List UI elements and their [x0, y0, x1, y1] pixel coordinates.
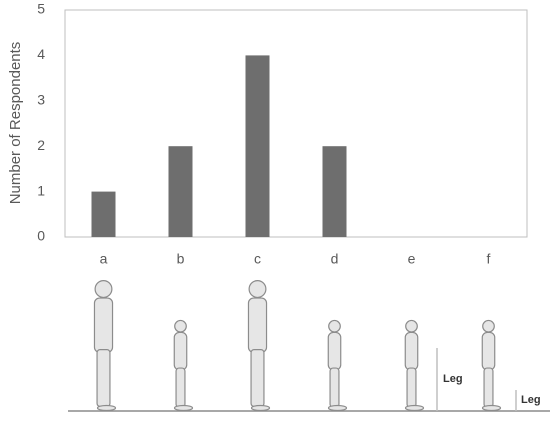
x-tick-label: a: [100, 251, 108, 267]
bar: [168, 146, 193, 237]
x-tick-label: f: [487, 251, 491, 267]
y-tick-label: 0: [37, 228, 45, 244]
bar: [91, 191, 116, 237]
figure-body: [481, 331, 496, 371]
y-tick-label: 3: [37, 92, 45, 108]
human-figure: [173, 319, 194, 412]
figure-body: [404, 331, 419, 371]
figure-legs: [175, 367, 186, 408]
human-figure: [93, 280, 117, 412]
figure-legs: [250, 349, 265, 408]
y-axis-label: Number of Respondents: [7, 42, 24, 205]
figure-head: [248, 280, 267, 299]
figure-feet: [250, 404, 271, 412]
y-tick-label: 2: [37, 137, 45, 153]
figure-head: [482, 319, 495, 333]
plot-frame: [64, 9, 528, 238]
y-tick-label: 1: [37, 182, 45, 198]
human-figure: [247, 280, 271, 412]
annotation: Leg: [521, 394, 541, 406]
figure-body: [93, 297, 114, 353]
figure-feet: [96, 404, 117, 412]
figure-body: [247, 297, 268, 353]
annotation: Leg: [443, 373, 463, 385]
figure-feet: [404, 404, 425, 412]
y-tick-label: 4: [37, 46, 45, 62]
figure-feet: [481, 404, 502, 412]
figure-body: [173, 331, 188, 371]
bar: [322, 146, 347, 237]
figure-legs: [483, 367, 494, 408]
human-figure: [481, 319, 502, 412]
figure-head: [94, 280, 113, 299]
figure-legs: [96, 349, 111, 408]
figure-head: [174, 319, 187, 333]
x-tick-label: c: [254, 251, 261, 267]
figure-legs: [329, 367, 340, 408]
x-tick-label: b: [177, 251, 185, 267]
human-figure: [404, 319, 425, 412]
bar: [245, 55, 270, 238]
figure-legs: [406, 367, 417, 408]
figure-head: [405, 319, 418, 333]
x-tick-label: d: [331, 251, 339, 267]
figure-head: [328, 319, 341, 333]
figure-feet: [327, 404, 348, 412]
y-tick-label: 5: [37, 1, 45, 17]
human-figure: [327, 319, 348, 412]
figure-body: [327, 331, 342, 371]
x-tick-label: e: [408, 251, 416, 267]
figure-feet: [173, 404, 194, 412]
